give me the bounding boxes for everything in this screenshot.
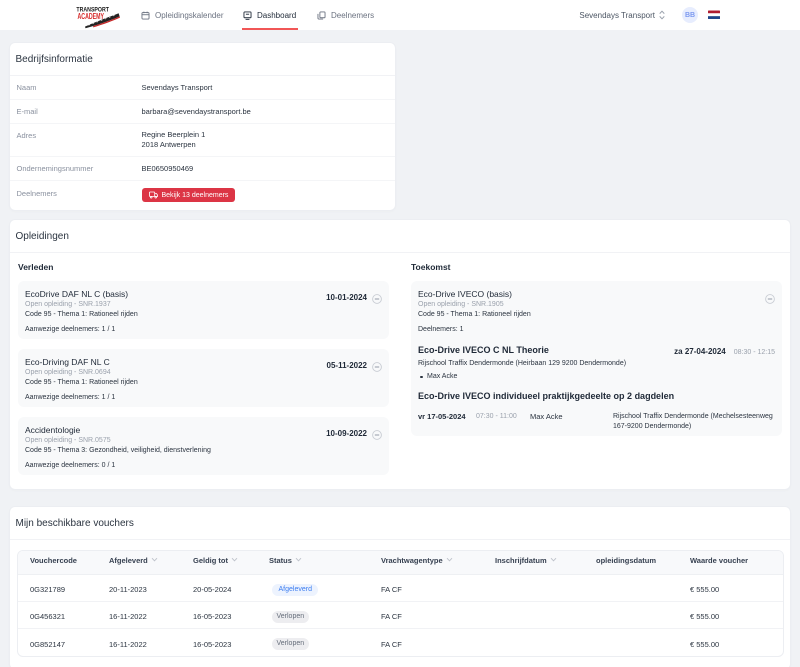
svg-text:ACADEMY: ACADEMY	[78, 12, 105, 21]
svg-text:TRANSPORT: TRANSPORT	[76, 7, 109, 14]
